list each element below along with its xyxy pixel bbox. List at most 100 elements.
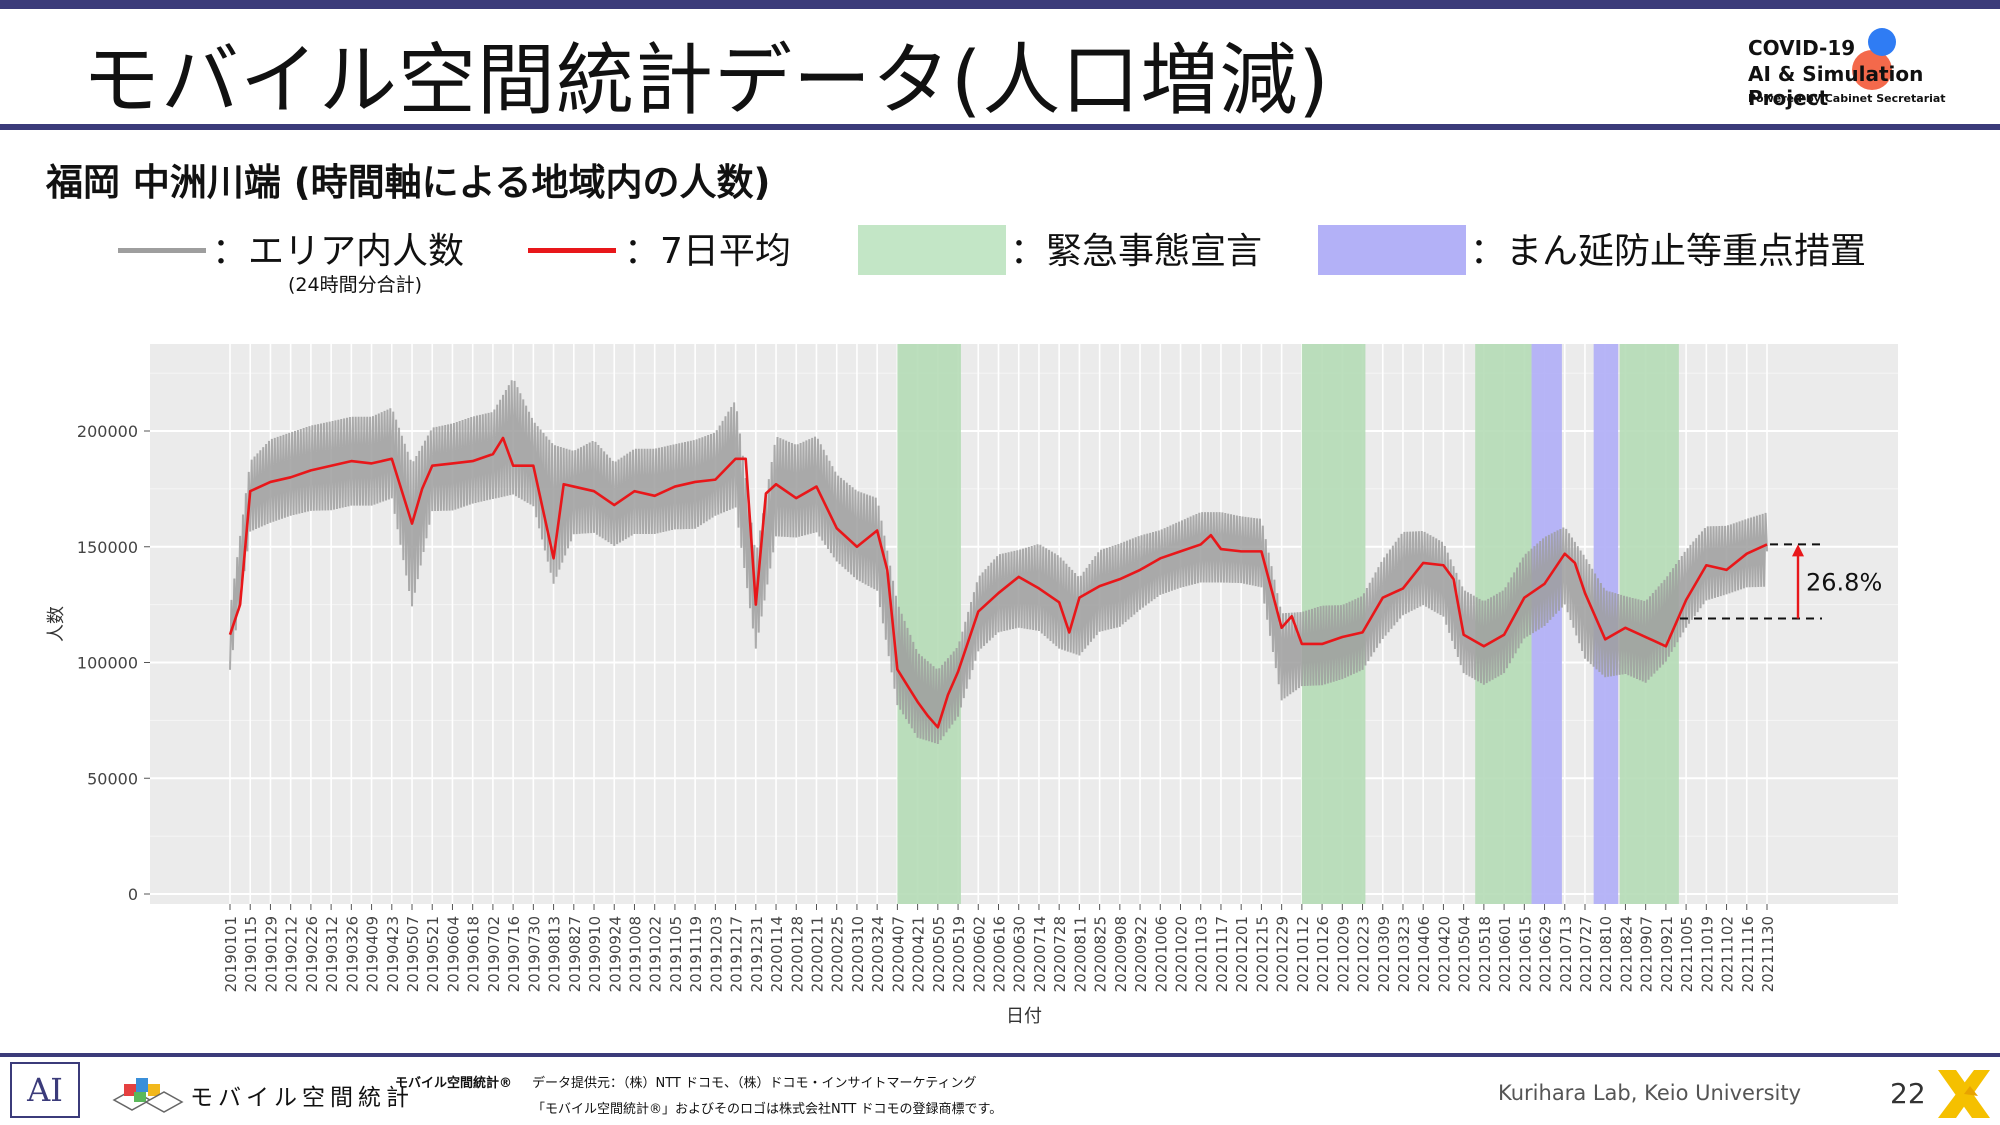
legend: ：エリア内人数 (24時間分合計) ：7日平均 ：緊急事態宣言 ：まん延防止等重… — [0, 218, 2000, 296]
x-tick-label: 20210406 — [1415, 916, 1433, 992]
x-axis-title: 日付 — [1006, 1006, 1042, 1027]
x-logo-icon — [1938, 1070, 1990, 1118]
x-tick-label: 20210810 — [1597, 916, 1615, 992]
x-tick-label: 20200225 — [829, 916, 847, 992]
x-tick-label: 20210420 — [1435, 916, 1453, 992]
x-tick-label: 20201006 — [1152, 916, 1170, 992]
x-tick-label: 20190604 — [444, 916, 462, 992]
x-tick-label: 20190409 — [364, 916, 382, 992]
x-tick-label: 20200128 — [788, 916, 806, 992]
cubes-icon — [112, 1078, 184, 1113]
chart-subtitle: 福岡 中洲川端 (時間軸による地域内の人数) — [46, 161, 771, 204]
annotation-arrow-head — [1792, 544, 1804, 557]
page-number: 22 — [1890, 1077, 1926, 1110]
x-tick-label: 20210601 — [1496, 916, 1514, 992]
x-tick-label: 20190129 — [262, 916, 280, 992]
legend-raw-label: ：エリア内人数 — [212, 231, 465, 272]
top-accent-bar — [0, 0, 2000, 9]
x-tick-label: 20190702 — [485, 916, 503, 992]
x-tick-label: 20190813 — [546, 916, 564, 992]
logo-line1: COVID-19 — [1748, 36, 1856, 60]
y-tick-label: 100000 — [77, 654, 138, 673]
x-tick-label: 20190924 — [606, 916, 624, 992]
x-tick-label: 20200908 — [1112, 916, 1130, 992]
logo-line2: AI & Simulation Project — [1748, 62, 1924, 110]
x-tick-label: 20191119 — [687, 916, 705, 992]
x-tick-label: 20191008 — [626, 916, 644, 992]
x-tick-label: 20200922 — [1132, 916, 1150, 992]
x-tick-label: 20200324 — [869, 916, 887, 992]
logo-blue-dot — [1868, 28, 1896, 56]
x-tick-label: 20200505 — [930, 916, 948, 992]
x-tick-label: 20210824 — [1617, 916, 1635, 992]
x-tick-label: 20211102 — [1719, 916, 1737, 992]
x-tick-label: 20201229 — [1274, 916, 1292, 992]
x-tick-label: 20190827 — [566, 916, 584, 992]
x-tick-label: 20210126 — [1314, 916, 1332, 992]
raw-count-line — [229, 380, 1768, 745]
x-tick-label: 20200825 — [1092, 916, 1110, 992]
y-tick-label: 50000 — [87, 769, 138, 788]
x-tick-label: 20200630 — [1011, 916, 1029, 992]
logo-line3: Powered by Cabinet Secretariat — [1748, 92, 1946, 105]
population-chart: 0 50000 100000 150000 200000 20190101 20190115… — [46, 344, 1898, 1027]
x-tick-label: 20200310 — [849, 916, 867, 992]
x-tick-label: 20200407 — [889, 916, 907, 992]
x-tick-label: 20200728 — [1051, 916, 1069, 992]
legend-raw-sublabel: (24時間分合計) — [288, 274, 423, 296]
legend-avg-label: ：7日平均 — [624, 231, 791, 272]
x-tick-label: 20210615 — [1516, 916, 1534, 992]
x-tick-label: 20200114 — [768, 916, 786, 992]
x-tick-label: 20210112 — [1294, 916, 1312, 992]
x-tick-label: 20201103 — [1193, 916, 1211, 992]
x-tick-label: 20191203 — [707, 916, 725, 992]
trademark-note: 「モバイル空間統計®」およびそのロゴは株式会社NTT ドコモの登録商標です。 — [532, 1102, 1003, 1117]
legend-priority-swatch — [1318, 225, 1466, 275]
covid-project-logo: COVID-19 AI & Simulation Project Powered… — [1748, 28, 1988, 118]
x-tick-label: 20210518 — [1476, 916, 1494, 992]
x-tick-label: 20190101 — [222, 916, 240, 992]
x-tick-label: 20200616 — [991, 916, 1009, 992]
x-tick-label: 20210907 — [1638, 916, 1656, 992]
x-tick-label: 20190618 — [465, 916, 483, 992]
x-tick-label: 20190115 — [242, 916, 260, 992]
annotation-label: 26.8% — [1806, 568, 1882, 596]
trademark-name: モバイル空間統計® — [395, 1076, 513, 1091]
x-tick-label: 20211005 — [1678, 916, 1696, 992]
x-tick-label: 20191105 — [667, 916, 685, 992]
mobile-spatial-logo-text: モバイル空間統計 — [190, 1085, 414, 1111]
x-tick-label: 20201020 — [1173, 916, 1191, 992]
emergency-period — [897, 344, 961, 904]
x-tick-label: 20200211 — [808, 916, 826, 992]
x-tick-label: 20210309 — [1375, 916, 1393, 992]
legend-emergency-swatch — [858, 225, 1006, 275]
x-tick-label: 20210323 — [1395, 916, 1413, 992]
mobile-spatial-logo: モバイル空間統計 — [110, 1072, 409, 1116]
x-tick-label: 20210223 — [1355, 916, 1373, 992]
x-tick-label: 20210713 — [1557, 916, 1575, 992]
x-tick-label: 20190716 — [505, 916, 523, 992]
legend-priority-label: ：まん延防止等重点措置 — [1470, 231, 1867, 272]
x-tick-label: 20191217 — [728, 916, 746, 992]
x-tick-label: 20190423 — [384, 916, 402, 992]
x-tick-label: 20190312 — [323, 916, 341, 992]
title-rule — [0, 124, 2000, 130]
x-tick-label: 20190226 — [303, 916, 321, 992]
x-tick-label: 20190521 — [424, 916, 442, 992]
x-tick-label: 20201117 — [1213, 916, 1231, 992]
x-tick-label: 20211116 — [1739, 916, 1757, 992]
y-tick-label: 200000 — [77, 422, 138, 441]
legend-avg-swatch — [528, 248, 616, 253]
seven-day-average-line — [228, 436, 1768, 729]
x-tick-label: 20190212 — [283, 916, 301, 992]
x-tick-label: 20210629 — [1537, 916, 1555, 992]
ai-mark: AI — [10, 1062, 80, 1118]
x-tick-label: 20211019 — [1698, 916, 1716, 992]
x-tick-label: 20201201 — [1233, 916, 1251, 992]
x-tick-label: 20191231 — [748, 916, 766, 992]
x-tick-label: 20200602 — [970, 916, 988, 992]
x-tick-label: 20191022 — [647, 916, 665, 992]
y-tick-label: 150000 — [77, 538, 138, 557]
lab-credit: Kurihara Lab, Keio University — [1498, 1081, 1802, 1105]
y-tick-label: 0 — [128, 885, 138, 904]
